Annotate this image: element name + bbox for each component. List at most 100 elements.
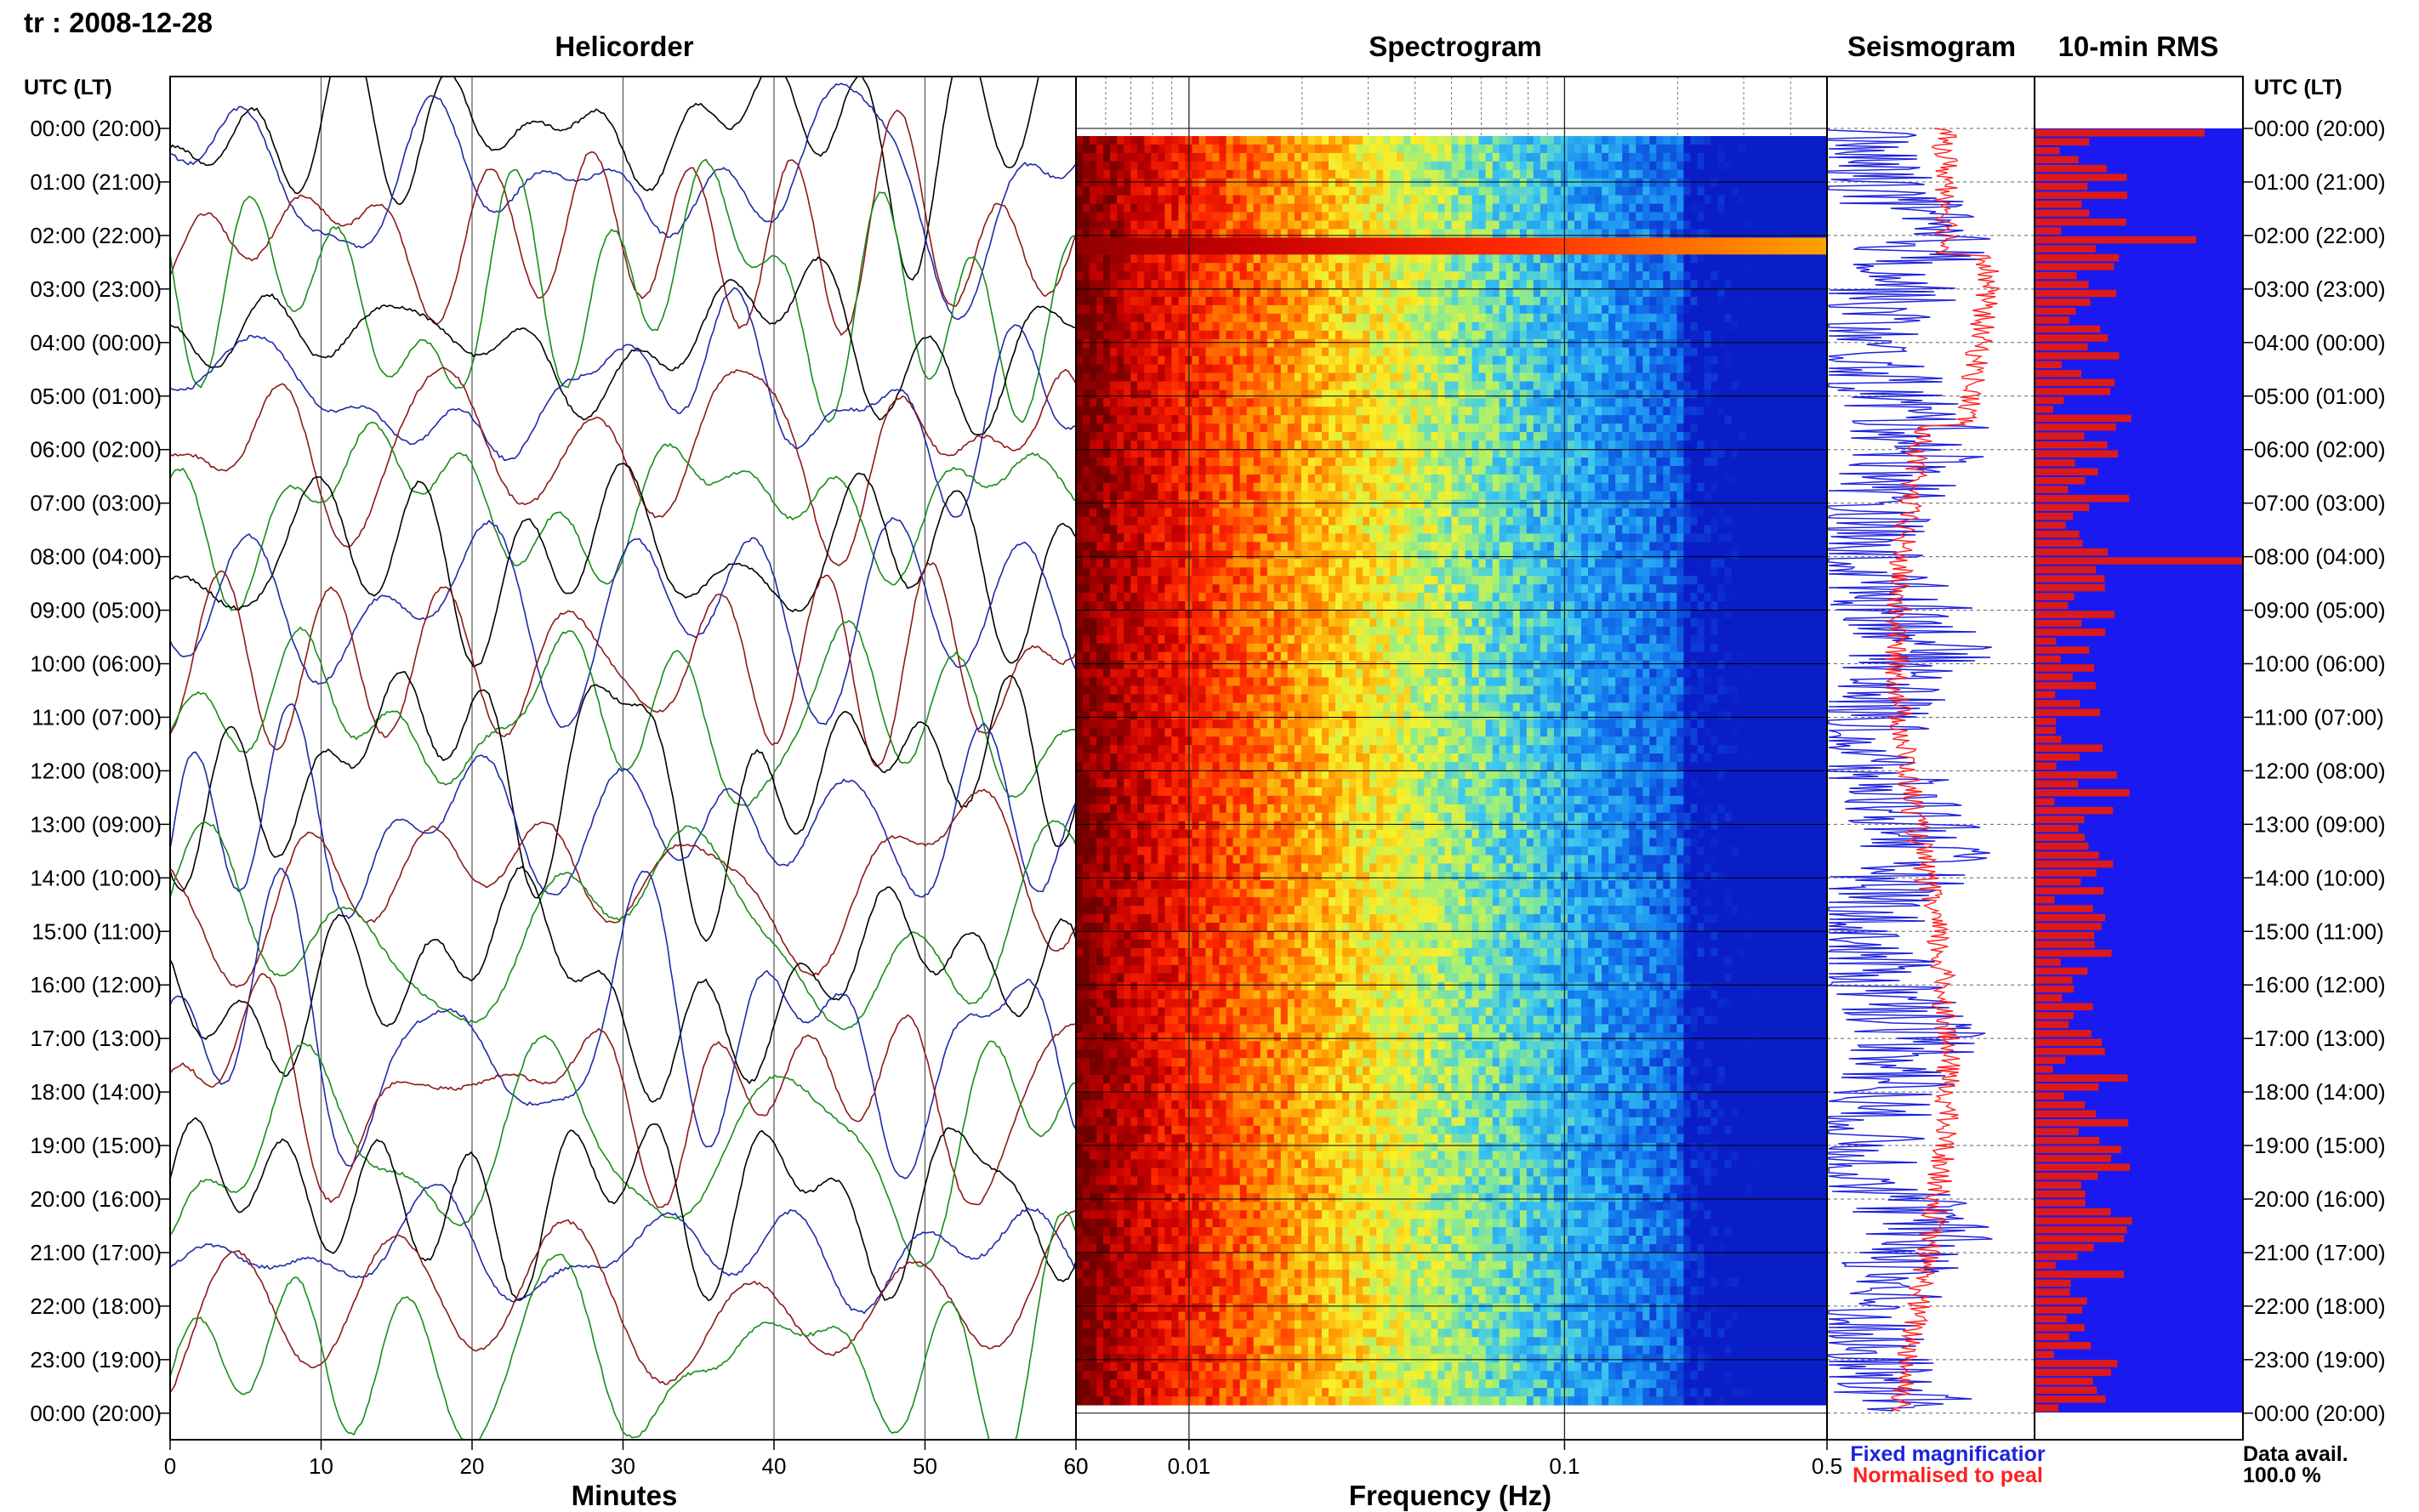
spectrogram-cell (1792, 338, 1801, 349)
spectrogram-cell (1096, 381, 1104, 390)
spectrogram-cell (1424, 203, 1431, 213)
spectrogram-cell (1663, 169, 1671, 179)
spectrogram-cell (1792, 355, 1801, 366)
spectrogram-cell (1568, 508, 1575, 518)
spectrogram-cell (1315, 246, 1323, 255)
spectrogram-cell (1751, 313, 1760, 323)
spectrogram-cell (1568, 203, 1575, 213)
spectrogram-cell (1499, 229, 1507, 238)
spectrogram-cell (1329, 271, 1336, 281)
spectrogram-cell (1458, 304, 1466, 315)
spectrogram-cell (1465, 178, 1473, 188)
spectrogram-cell (1431, 144, 1438, 154)
helicorder-trace (170, 703, 1076, 919)
spectrogram-cell (1144, 398, 1152, 407)
spectrogram-cell (1772, 220, 1780, 230)
spectrogram-cell (1110, 186, 1118, 196)
spectrogram-cell (1103, 389, 1111, 399)
spectrogram-cell (1117, 355, 1124, 366)
spectrogram-cell (1724, 237, 1733, 247)
spectrogram-cell (1779, 398, 1787, 407)
spectrogram-cell (1772, 347, 1780, 357)
spectrogram-cell (1260, 212, 1268, 221)
spectrogram-cell (1799, 178, 1807, 188)
spectrogram-cell (1656, 474, 1664, 484)
spectrogram-cell (1383, 355, 1391, 366)
spectrogram-cell (1124, 508, 1131, 518)
spectrogram-cell (1676, 288, 1684, 298)
spectrogram-cell (1117, 364, 1124, 374)
spectrogram-cell (1383, 254, 1391, 264)
spectrogram-cell (1198, 330, 1207, 340)
spectrogram-cell (1588, 499, 1596, 509)
spectrogram-cell (1329, 280, 1336, 289)
spectrogram-cell (1410, 355, 1418, 366)
spectrogram-cell (1697, 178, 1705, 188)
spectrogram-cell (1765, 364, 1773, 374)
spectrogram-cell (1546, 499, 1555, 509)
spectrogram-cell (1417, 220, 1425, 230)
spectrogram-cell (1164, 398, 1172, 407)
spectrogram-cell (1636, 237, 1643, 247)
spectrogram-cell (1574, 372, 1582, 382)
spectrogram-cell (1171, 237, 1179, 247)
spectrogram-cell (1519, 280, 1528, 289)
spectrogram-cell (1806, 491, 1814, 501)
spectrogram-cell (1492, 263, 1500, 272)
spectrogram-cell (1417, 212, 1425, 221)
spectrogram-cell (1124, 271, 1131, 281)
spectrogram-cell (1417, 161, 1425, 171)
helicorder-x-tick-label: 0 (164, 1453, 176, 1479)
spectrogram-cell (1329, 491, 1336, 501)
spectrogram-cell (1519, 432, 1528, 441)
spectrogram-cell (1540, 508, 1548, 518)
spectrogram-cell (1266, 330, 1275, 340)
spectrogram-cell (1478, 229, 1487, 238)
spectrogram-cell (1437, 432, 1445, 441)
spectrogram-cell (1697, 254, 1705, 264)
spectrogram-cell (1315, 347, 1323, 357)
spectrogram-cell (1588, 406, 1596, 416)
spectrogram-cell (1649, 415, 1657, 424)
spectrogram-cell (1322, 178, 1329, 188)
spectrogram-cell (1478, 220, 1487, 230)
spectrogram-cell (1246, 263, 1255, 272)
spectrogram-cell (1280, 458, 1289, 467)
spectrogram-cell (1512, 237, 1521, 247)
spectrogram-cell (1307, 474, 1316, 484)
spectrogram-cell (1349, 297, 1357, 306)
spectrogram-cell (1253, 432, 1261, 441)
spectrogram-cell (1642, 195, 1650, 205)
spectrogram-cell (1096, 229, 1104, 238)
spectrogram-cell (1158, 347, 1165, 357)
spectrogram-cell (1451, 195, 1460, 205)
spectrogram-cell (1683, 144, 1691, 154)
spectrogram-cell (1424, 229, 1431, 238)
spectrogram-cell (1758, 178, 1767, 188)
spectrogram-cell (1096, 415, 1104, 424)
spectrogram-cell (1670, 474, 1677, 484)
spectrogram-cell (1690, 271, 1699, 281)
spectrogram-cell (1690, 220, 1699, 230)
spectrogram-cell (1158, 458, 1165, 467)
spectrogram-cell (1724, 297, 1733, 306)
spectrogram-cell (1519, 297, 1528, 306)
spectrogram-cell (1437, 229, 1445, 238)
spectrogram-cell (1738, 152, 1746, 162)
spectrogram-cell (1294, 381, 1302, 390)
spectrogram-cell (1437, 423, 1445, 433)
spectrogram-cell (1779, 321, 1787, 332)
spectrogram-cell (1574, 491, 1582, 501)
spectrogram-cell (1158, 449, 1165, 458)
spectrogram-cell (1342, 280, 1350, 289)
spectrogram-cell (1117, 229, 1124, 238)
spectrogram-cell (1307, 313, 1316, 323)
spectrogram-cell (1478, 212, 1487, 221)
spectrogram-cell (1465, 212, 1473, 221)
spectrogram-cell (1588, 271, 1596, 281)
spectrogram-cell (1356, 406, 1363, 416)
spectrogram-cell (1376, 441, 1384, 450)
spectrogram-cell (1478, 499, 1487, 509)
spectrogram-cell (1704, 415, 1712, 424)
spectrogram-cell (1581, 263, 1589, 272)
